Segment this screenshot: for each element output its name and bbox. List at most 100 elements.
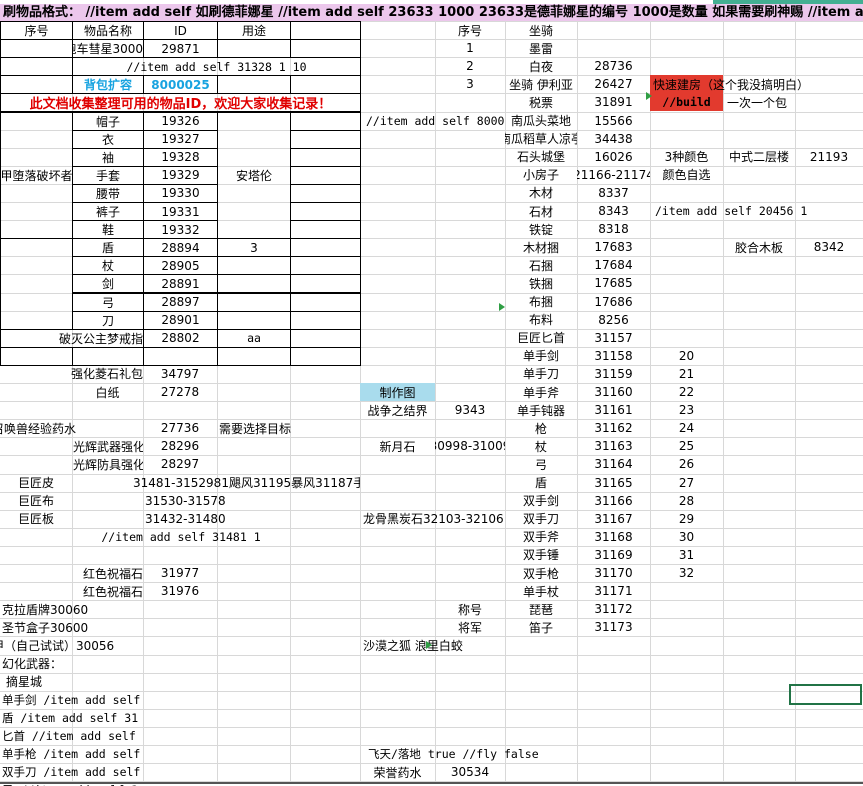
cell[interactable]: 19327 [143, 129, 218, 149]
cell[interactable]: 16026 [594, 149, 633, 164]
cell[interactable]: 30 [678, 529, 695, 544]
header-item-name[interactable]: 物品名称 [72, 21, 144, 41]
cell[interactable]: 布料 [528, 313, 553, 328]
cell[interactable]: 召唤兽经验药水 [0, 421, 77, 436]
cell[interactable]: 将军 [457, 620, 482, 635]
header-seq-right[interactable]: 序号 [457, 23, 482, 38]
cell[interactable] [217, 292, 291, 312]
cell[interactable]: 白夜 [528, 59, 553, 74]
cell[interactable]: 31161 [594, 403, 633, 418]
cell[interactable] [72, 346, 144, 366]
cell[interactable]: 巨匠布 [17, 494, 54, 509]
cell[interactable] [0, 57, 73, 77]
cell[interactable]: 31159 [594, 366, 633, 381]
cell[interactable]: 21193 [809, 149, 849, 164]
cell[interactable]: 31168 [594, 529, 633, 544]
cell[interactable]: 21166-21174 [577, 167, 650, 182]
cell[interactable]: 杖 [72, 256, 144, 276]
cell[interactable]: 颜色自选 [662, 168, 711, 183]
cell[interactable]: 税票 [528, 95, 553, 110]
cell[interactable] [290, 129, 361, 149]
cell[interactable]: 一次一个包 [727, 95, 788, 110]
cell[interactable]: 28296 [160, 439, 200, 454]
cell[interactable]: 27736 [160, 421, 200, 436]
cell[interactable]: 34797 [160, 366, 200, 381]
cell[interactable] [0, 238, 73, 330]
cell[interactable]: 飞天/落地 true //fly false [368, 747, 539, 762]
cell[interactable]: 29871 [143, 39, 218, 59]
cell[interactable]: 铁捆 [528, 276, 553, 291]
cell[interactable]: 19330 [143, 183, 218, 203]
cell[interactable]: 琵琶 [528, 602, 553, 617]
cell[interactable]: 28 [678, 493, 695, 508]
cell[interactable]: 31432-31480 [145, 511, 226, 526]
cell[interactable]: 31172 [594, 602, 633, 617]
cell[interactable]: 单手钝器 [516, 403, 565, 418]
cell[interactable]: 坐骑 伊利亚 [509, 77, 573, 92]
cell[interactable]: 匕首 //item add self [2, 728, 136, 743]
cell[interactable]: 31169 [594, 547, 633, 562]
cell[interactable]: 沙漠之狐 浪里白蛟 [363, 638, 463, 653]
cell[interactable]: 南瓜头菜地 [510, 114, 571, 129]
cell[interactable]: 15566 [594, 113, 633, 128]
cell[interactable]: 31977 [160, 566, 200, 581]
cell[interactable]: 需要选择目标 [219, 421, 292, 436]
cell[interactable]: 战争之结界 [367, 403, 428, 418]
cell[interactable]: //item add self 8000025 [366, 113, 505, 128]
cell[interactable]: 弓 [534, 457, 547, 472]
cell[interactable]: 31481-3152981飓风31195暴风31187手套 [133, 476, 360, 491]
cell[interactable] [290, 256, 361, 276]
cell[interactable] [217, 274, 291, 294]
cell[interactable]: /item add self 20456 1 [655, 204, 808, 219]
cell[interactable] [217, 256, 291, 276]
cell[interactable]: 甲（自己试试）30056 [0, 638, 115, 653]
cell[interactable]: 31 [678, 547, 695, 562]
cell[interactable]: 巨匠皮 [17, 476, 54, 491]
cell[interactable]: 安塔伦 [217, 111, 291, 240]
cell[interactable]: 鞋 [72, 220, 144, 240]
craft-diagram-header[interactable]: 制作图 [360, 383, 435, 402]
cell[interactable]: 破灭公主梦戒指 [0, 328, 144, 348]
cell[interactable]: 墨雷 [528, 41, 553, 56]
cell[interactable]: 双手枪 [522, 566, 559, 581]
cell[interactable] [217, 346, 291, 366]
cell[interactable] [0, 39, 73, 59]
cell[interactable]: 手套 [72, 165, 144, 185]
cell[interactable]: 31166 [594, 493, 633, 508]
cell[interactable]: 28802 [143, 328, 218, 348]
cell[interactable] [290, 39, 361, 59]
cell[interactable]: 荣誉药水 [373, 765, 422, 780]
cell[interactable]: 9343 [454, 403, 486, 418]
cell[interactable]: 木材捆 [522, 240, 559, 255]
cell[interactable]: 双手刀 [522, 512, 559, 527]
cell[interactable]: 31976 [160, 584, 200, 599]
cell[interactable]: 28901 [143, 310, 218, 330]
cell[interactable]: 笛子 [528, 620, 553, 635]
cell[interactable]: 17686 [594, 294, 633, 309]
cell[interactable]: 30998-31009 [435, 439, 505, 454]
cell[interactable]: 17683 [594, 240, 633, 255]
cell[interactable]: aa [217, 328, 291, 348]
cell[interactable]: 27278 [160, 385, 200, 400]
cell[interactable]: 裤子 [72, 202, 144, 222]
cell[interactable]: 31164 [594, 457, 633, 472]
cell[interactable]: 帽子 [72, 111, 144, 131]
cell[interactable]: 摘星城 [6, 675, 43, 690]
cell[interactable]: 弓 [72, 292, 144, 312]
cell[interactable]: 铁锭 [528, 222, 553, 237]
cell[interactable]: 3 [217, 238, 291, 258]
cell[interactable]: 单手斧 [522, 385, 559, 400]
cell[interactable]: 17684 [594, 258, 633, 273]
cell[interactable]: 23 [678, 403, 695, 418]
cell[interactable]: 双手斧 [522, 530, 559, 545]
cell[interactable] [290, 310, 361, 330]
cell[interactable]: 26 [678, 457, 695, 472]
cell[interactable]: 石材 [528, 204, 553, 219]
cell[interactable]: 石头城堡 [516, 150, 565, 165]
cell[interactable]: 单手刀 [522, 367, 559, 382]
cell[interactable]: 南瓜稻草人凉亭 [505, 132, 577, 147]
cell[interactable]: 26427 [594, 77, 633, 92]
cell[interactable]: 19328 [143, 147, 218, 167]
bag-expand-id[interactable]: 8000025 [143, 75, 218, 95]
cell[interactable]: 甲堕落破坏者 [0, 111, 73, 240]
